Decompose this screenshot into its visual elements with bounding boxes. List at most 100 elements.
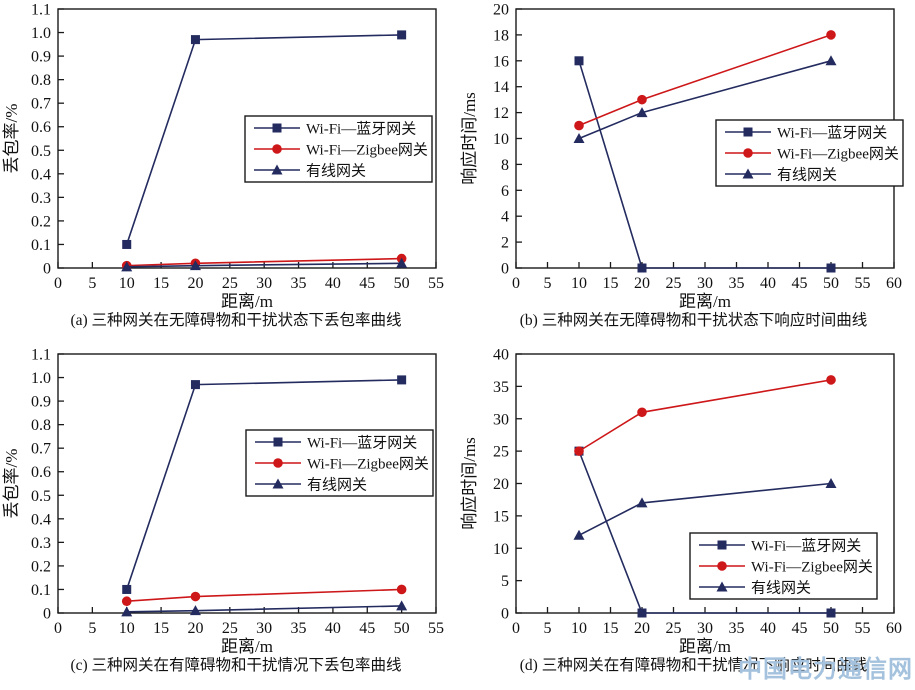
- svg-text:1.0: 1.0: [31, 25, 51, 42]
- series-3: [573, 478, 837, 540]
- svg-text:25: 25: [222, 275, 238, 292]
- svg-text:30: 30: [697, 275, 713, 292]
- svg-text:50: 50: [823, 275, 839, 292]
- svg-text:60: 60: [886, 275, 902, 292]
- svg-text:Wi-Fi—蓝牙网关: Wi-Fi—蓝牙网关: [751, 538, 861, 555]
- svg-text:20: 20: [493, 476, 509, 493]
- svg-text:10: 10: [571, 275, 587, 292]
- x-axis: 0 5 10 15 20 25 30 35 40 45 50 55 60: [512, 262, 902, 292]
- y-axis-label: 丢包率/%: [2, 449, 21, 519]
- svg-text:有线网关: 有线网关: [307, 477, 367, 494]
- series-1: [122, 375, 407, 594]
- svg-text:4: 4: [501, 209, 509, 226]
- series-3: [121, 600, 408, 617]
- svg-text:6: 6: [501, 183, 509, 200]
- svg-text:0.5: 0.5: [31, 488, 51, 505]
- svg-text:0.5: 0.5: [31, 143, 51, 160]
- svg-text:0.8: 0.8: [31, 72, 51, 89]
- svg-text:45: 45: [792, 620, 808, 637]
- svg-text:2: 2: [501, 235, 509, 252]
- y-axis: 0 5 10 15 20 25 30 35 40: [493, 347, 522, 623]
- svg-text:40: 40: [493, 347, 509, 364]
- series-2: [574, 30, 836, 131]
- svg-text:0.4: 0.4: [31, 166, 51, 183]
- x-axis-label: 距离/m: [679, 292, 731, 311]
- svg-text:50: 50: [394, 275, 410, 292]
- x-axis-label: 距离/m: [221, 292, 273, 311]
- svg-text:40: 40: [760, 275, 776, 292]
- svg-text:有线网关: 有线网关: [777, 167, 837, 184]
- series-3: [121, 257, 408, 272]
- svg-text:Wi-Fi—蓝牙网关: Wi-Fi—蓝牙网关: [777, 125, 887, 142]
- chart-c-caption: (c) 三种网关在有障碍物和干扰情况下丢包率曲线: [70, 657, 402, 674]
- svg-text:15: 15: [603, 275, 619, 292]
- svg-text:25: 25: [666, 275, 682, 292]
- svg-text:20: 20: [493, 2, 509, 19]
- svg-text:30: 30: [256, 275, 272, 292]
- series-1: [122, 30, 407, 249]
- svg-text:30: 30: [256, 620, 272, 637]
- svg-text:50: 50: [394, 620, 410, 637]
- chart-b-caption: (b) 三种网关在无障碍物和干扰状态下响应时间曲线: [519, 312, 868, 329]
- svg-text:20: 20: [634, 275, 650, 292]
- x-axis-label: 距离/m: [221, 637, 273, 656]
- chart-d-plot: 0 5 10 15 20 25 30 35 40 45 50 55 60 0 5 10 15 20 25 30 35 40…: [460, 347, 902, 657]
- svg-text:Wi-Fi—Zigbee网关: Wi-Fi—Zigbee网关: [307, 456, 429, 473]
- svg-text:35: 35: [729, 275, 745, 292]
- svg-text:35: 35: [493, 379, 509, 396]
- svg-text:10: 10: [119, 275, 135, 292]
- y-axis: 0 2 4 6 8 10 12 14 16 18 20: [493, 2, 522, 278]
- svg-text:45: 45: [359, 620, 375, 637]
- svg-text:55: 55: [855, 620, 871, 637]
- svg-text:18: 18: [493, 27, 509, 44]
- svg-text:20: 20: [187, 275, 203, 292]
- series-3: [573, 55, 837, 143]
- svg-text:5: 5: [501, 573, 509, 590]
- svg-text:40: 40: [760, 620, 776, 637]
- svg-text:0: 0: [512, 620, 520, 637]
- chart-a-caption: (a) 三种网关在无障碍物和干扰状态下丢包率曲线: [70, 312, 402, 329]
- svg-text:1.1: 1.1: [31, 2, 51, 19]
- svg-text:Wi-Fi—Zigbee网关: Wi-Fi—Zigbee网关: [777, 146, 899, 163]
- svg-text:8: 8: [501, 157, 509, 174]
- svg-text:25: 25: [666, 620, 682, 637]
- svg-text:15: 15: [603, 620, 619, 637]
- svg-text:5: 5: [544, 620, 552, 637]
- svg-text:10: 10: [493, 541, 509, 558]
- svg-text:Wi-Fi—蓝牙网关: Wi-Fi—蓝牙网关: [307, 435, 417, 452]
- chart-panel-a: 0 5 10 15 20 25 30 35 40 45 50 55 0 0.1 0.2 0.3 0.4 0.5 0.…: [0, 0, 458, 345]
- svg-text:35: 35: [291, 620, 307, 637]
- y-axis-label: 丢包率/%: [2, 104, 21, 174]
- svg-text:10: 10: [493, 131, 509, 148]
- svg-text:0.8: 0.8: [31, 417, 51, 434]
- x-axis: 0 5 10 15 20 25 30 35 40 45 50 55: [54, 607, 444, 637]
- svg-text:0.3: 0.3: [31, 535, 51, 552]
- svg-text:10: 10: [119, 620, 135, 637]
- svg-text:0.1: 0.1: [31, 237, 51, 254]
- y-axis-label: 响应时间/ms: [460, 437, 479, 530]
- svg-text:0.4: 0.4: [31, 511, 51, 528]
- svg-text:0: 0: [512, 275, 520, 292]
- svg-text:0.9: 0.9: [31, 49, 51, 66]
- plot-border: [57, 8, 437, 269]
- svg-text:0.2: 0.2: [31, 558, 51, 575]
- chart-a-plot: 0 5 10 15 20 25 30 35 40 45 50 55 0 0.1 0.2 0.3 0.4 0.5 0.…: [2, 2, 444, 312]
- svg-text:10: 10: [571, 620, 587, 637]
- svg-text:12: 12: [493, 105, 509, 122]
- x-axis: 0 5 10 15 20 25 30 35 40 45 50 55: [54, 262, 444, 292]
- chart-panel-d: 0 5 10 15 20 25 30 35 40 45 50 55 60 0 5 10 15 20 25 30 35 40…: [458, 345, 915, 690]
- svg-text:0.2: 0.2: [31, 213, 51, 230]
- svg-text:40: 40: [325, 275, 341, 292]
- chart-panel-c: 0 5 10 15 20 25 30 35 40 45 50 55 0 0.1 0.2 0.3 0.4 0.5 0.…: [0, 345, 458, 690]
- svg-text:35: 35: [729, 620, 745, 637]
- svg-text:55: 55: [428, 620, 444, 637]
- svg-text:0.7: 0.7: [31, 441, 51, 458]
- svg-text:Wi-Fi—Zigbee网关: Wi-Fi—Zigbee网关: [751, 559, 873, 576]
- y-axis: 0 0.1 0.2 0.3 0.4 0.5 0.6 0.7 0.8 0.9 1.0 1.1: [31, 2, 64, 278]
- svg-text:0: 0: [501, 606, 509, 623]
- series-2: [574, 375, 836, 456]
- svg-text:Wi-Fi—Zigbee网关: Wi-Fi—Zigbee网关: [306, 142, 428, 159]
